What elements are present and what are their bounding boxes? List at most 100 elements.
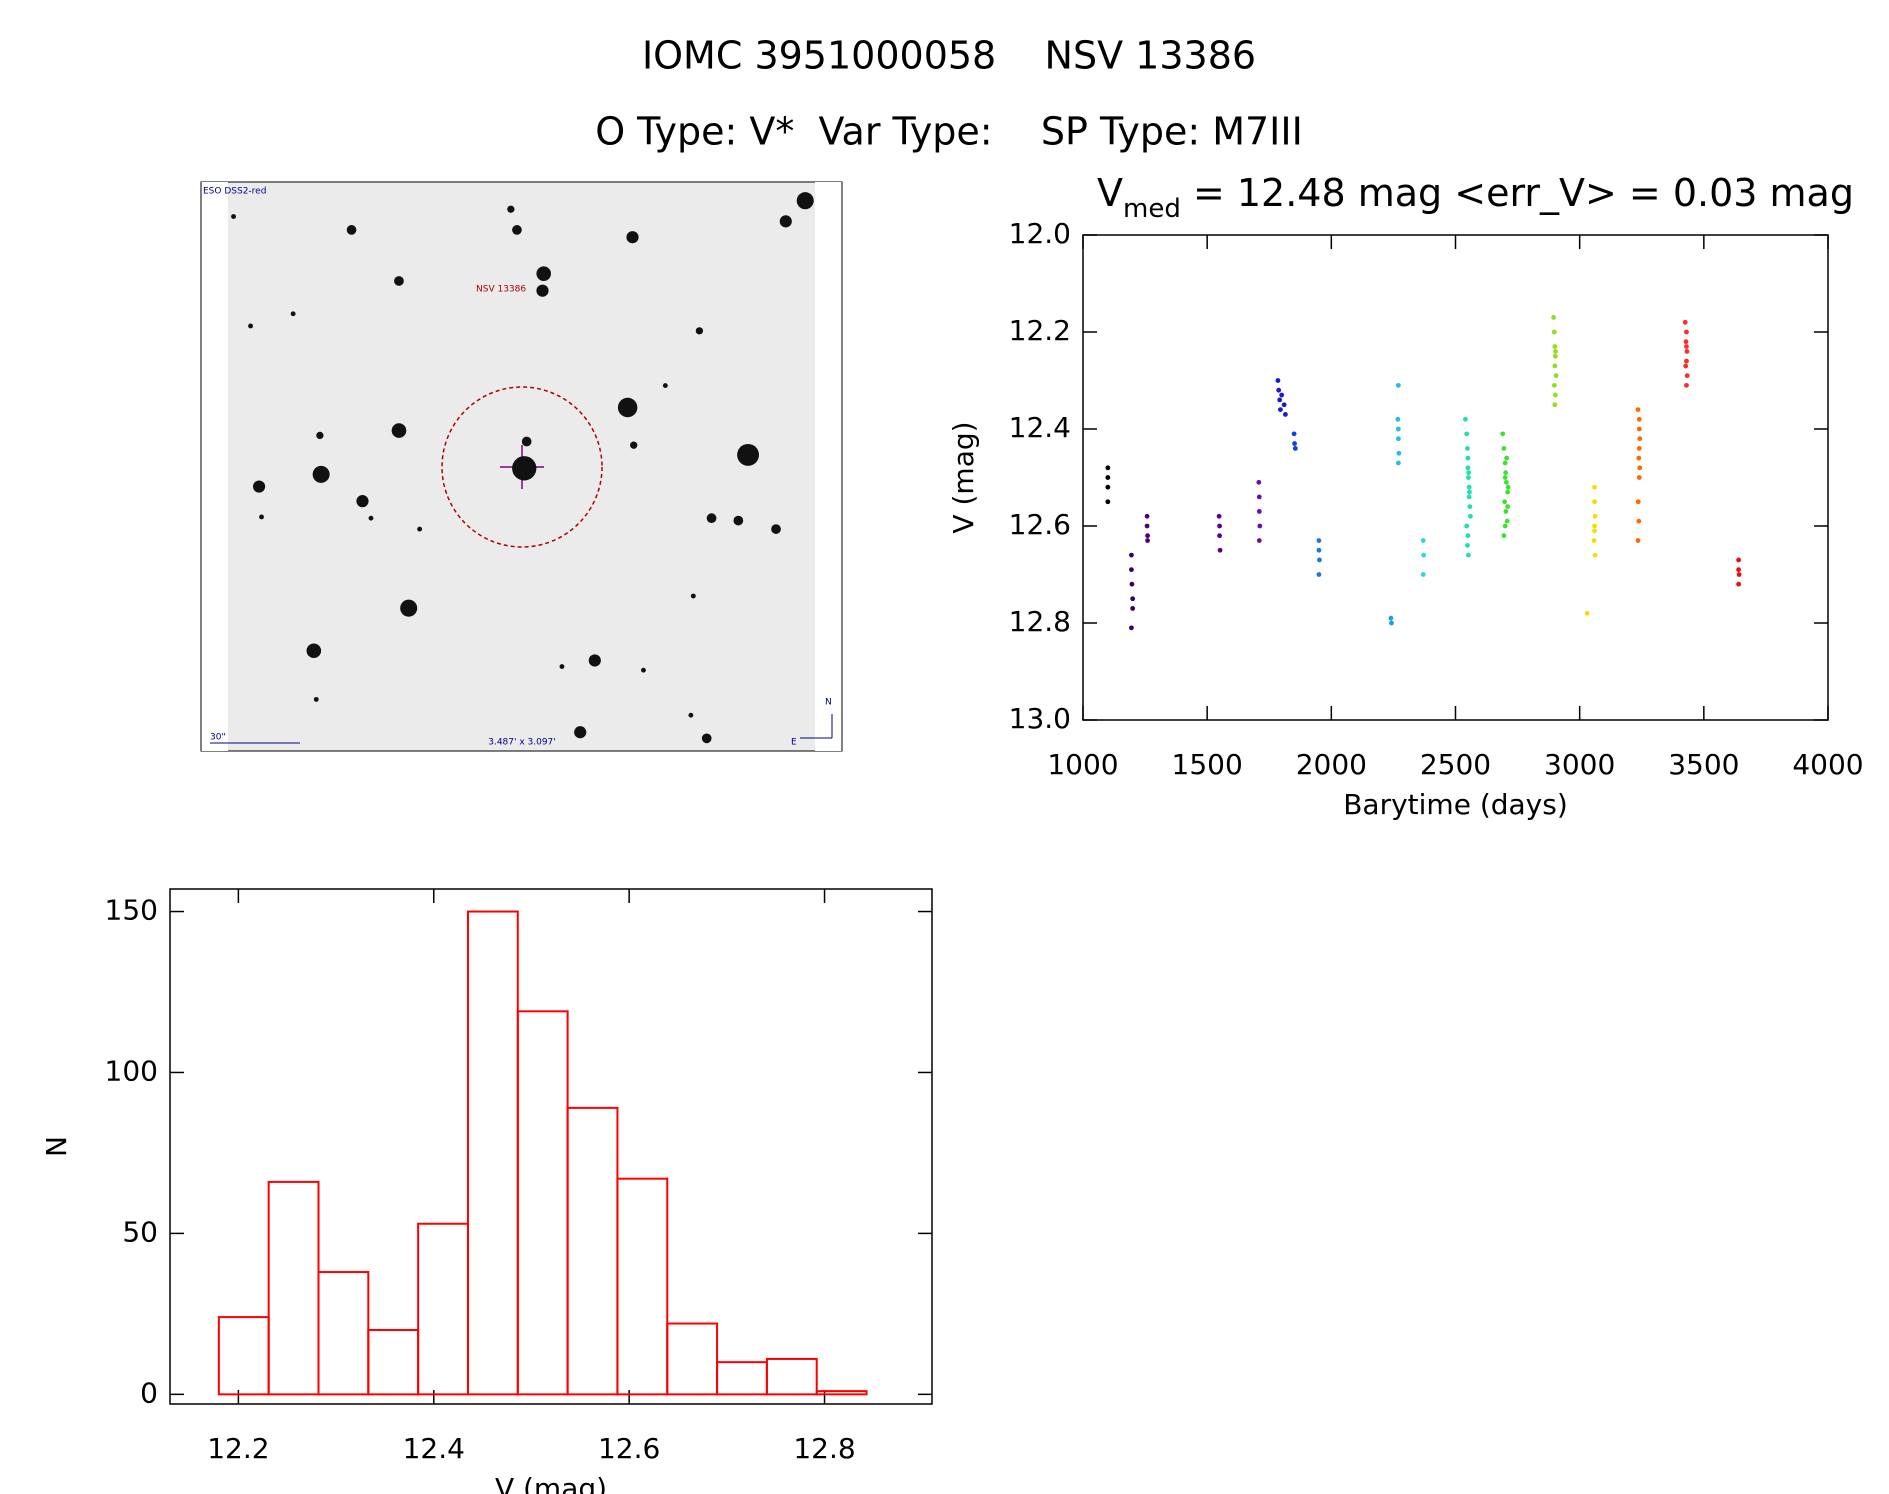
title-part: = 12.48 mag <err_V> = 0.03 mag <box>1181 171 1854 215</box>
data-point <box>1465 465 1471 471</box>
data-point <box>1636 416 1642 422</box>
data-point <box>1105 465 1111 471</box>
finder-image: ESO DSS2-red NSV 13386 30" 3.487' x 3.09… <box>200 181 843 752</box>
north-label: N <box>825 698 832 708</box>
data-point <box>1466 475 1471 480</box>
x-axis-label: Barytime (days) <box>1343 788 1568 821</box>
data-point <box>1395 416 1401 422</box>
histogram-bar <box>367 1328 420 1396</box>
histogram-bar <box>267 1180 320 1396</box>
star <box>641 667 646 673</box>
data-point <box>1683 363 1689 369</box>
star <box>559 664 565 669</box>
data-point <box>1551 315 1556 320</box>
data-point <box>1466 494 1472 500</box>
data-point <box>1465 446 1470 451</box>
data-point <box>1592 523 1597 529</box>
data-point <box>1467 504 1473 509</box>
data-point <box>1552 353 1558 359</box>
data-point <box>1500 431 1506 437</box>
star <box>574 726 587 739</box>
data-point <box>1317 557 1322 563</box>
east-label: E <box>791 738 797 748</box>
aperture-circle <box>441 386 603 548</box>
star <box>733 515 744 526</box>
chart-title: Vmed = 12.48 mag <err_V> = 0.03 mag <box>1097 171 1854 224</box>
data-point <box>1129 625 1134 631</box>
data-point <box>1636 446 1642 451</box>
star <box>312 465 330 483</box>
star <box>253 480 266 493</box>
star <box>417 526 423 532</box>
data-point <box>1257 523 1263 529</box>
data-point <box>1105 484 1111 490</box>
data-point <box>1551 382 1557 388</box>
title: IOMC 3951000058 NSV 13386 <box>642 34 1256 78</box>
histogram-bar <box>317 1271 370 1396</box>
data-point <box>1584 610 1590 616</box>
data-point <box>1502 475 1508 480</box>
x-tick-label: 1000 <box>1047 748 1118 781</box>
data-point <box>1553 349 1558 354</box>
star <box>536 266 552 281</box>
x-tick-label: 12.8 <box>793 1432 855 1465</box>
data-point <box>1736 567 1741 573</box>
x-tick-label: 4000 <box>1792 748 1863 781</box>
y-axis-label: V (mag) <box>947 421 980 533</box>
histogram-bar <box>516 1010 569 1396</box>
image-border <box>201 182 228 751</box>
data-point <box>1275 378 1281 383</box>
data-point <box>1501 533 1507 539</box>
data-point <box>1129 552 1134 558</box>
data-point <box>1636 518 1642 524</box>
star <box>688 712 694 718</box>
data-point <box>1316 572 1322 577</box>
data-point <box>1465 455 1471 461</box>
x-tick-label: 2500 <box>1420 748 1491 781</box>
x-tick-label: 12.6 <box>598 1432 660 1465</box>
target-label: NSV 13386 <box>476 285 526 295</box>
data-point <box>1684 373 1690 379</box>
y-tick-label: 13.0 <box>1009 702 1071 735</box>
data-point <box>1421 552 1427 558</box>
y-tick-label: 50 <box>122 1215 158 1248</box>
data-point <box>1504 455 1510 461</box>
histogram-bar <box>566 1106 619 1396</box>
y-tick-label: 0 <box>140 1376 158 1409</box>
size-label: 3.487' x 3.097' <box>488 738 556 748</box>
data-point <box>1683 339 1689 345</box>
data-point <box>1276 387 1282 393</box>
data-point <box>1468 513 1473 519</box>
data-point <box>1217 547 1223 553</box>
title-part: med <box>1123 194 1181 224</box>
histogram-bar <box>815 1390 868 1396</box>
data-point <box>1592 499 1597 505</box>
scale-label: 30" <box>210 733 226 743</box>
data-point <box>1105 475 1111 480</box>
data-point <box>1503 509 1509 514</box>
data-point <box>1420 572 1426 577</box>
data-point <box>1130 606 1136 611</box>
data-point <box>1503 470 1509 476</box>
histogram-bar <box>217 1316 270 1396</box>
data-point <box>1592 528 1597 534</box>
data-point <box>1256 509 1262 514</box>
data-point <box>1736 557 1741 563</box>
y-tick-label: 100 <box>105 1054 158 1087</box>
survey-label: ESO DSS2-red <box>203 187 266 197</box>
data-point <box>1278 407 1283 412</box>
data-point <box>1395 460 1401 466</box>
x-tick-label: 2000 <box>1296 748 1367 781</box>
data-point <box>1217 523 1222 529</box>
x-tick-label: 1500 <box>1172 748 1243 781</box>
data-point <box>1281 402 1287 408</box>
data-point <box>1256 494 1262 500</box>
star <box>290 311 296 317</box>
data-point <box>1636 455 1642 461</box>
y-tick-label: 12.2 <box>1009 314 1071 347</box>
data-point <box>1636 475 1642 480</box>
data-point <box>1256 538 1262 543</box>
data-point <box>1502 523 1508 529</box>
data-point <box>1292 446 1298 451</box>
